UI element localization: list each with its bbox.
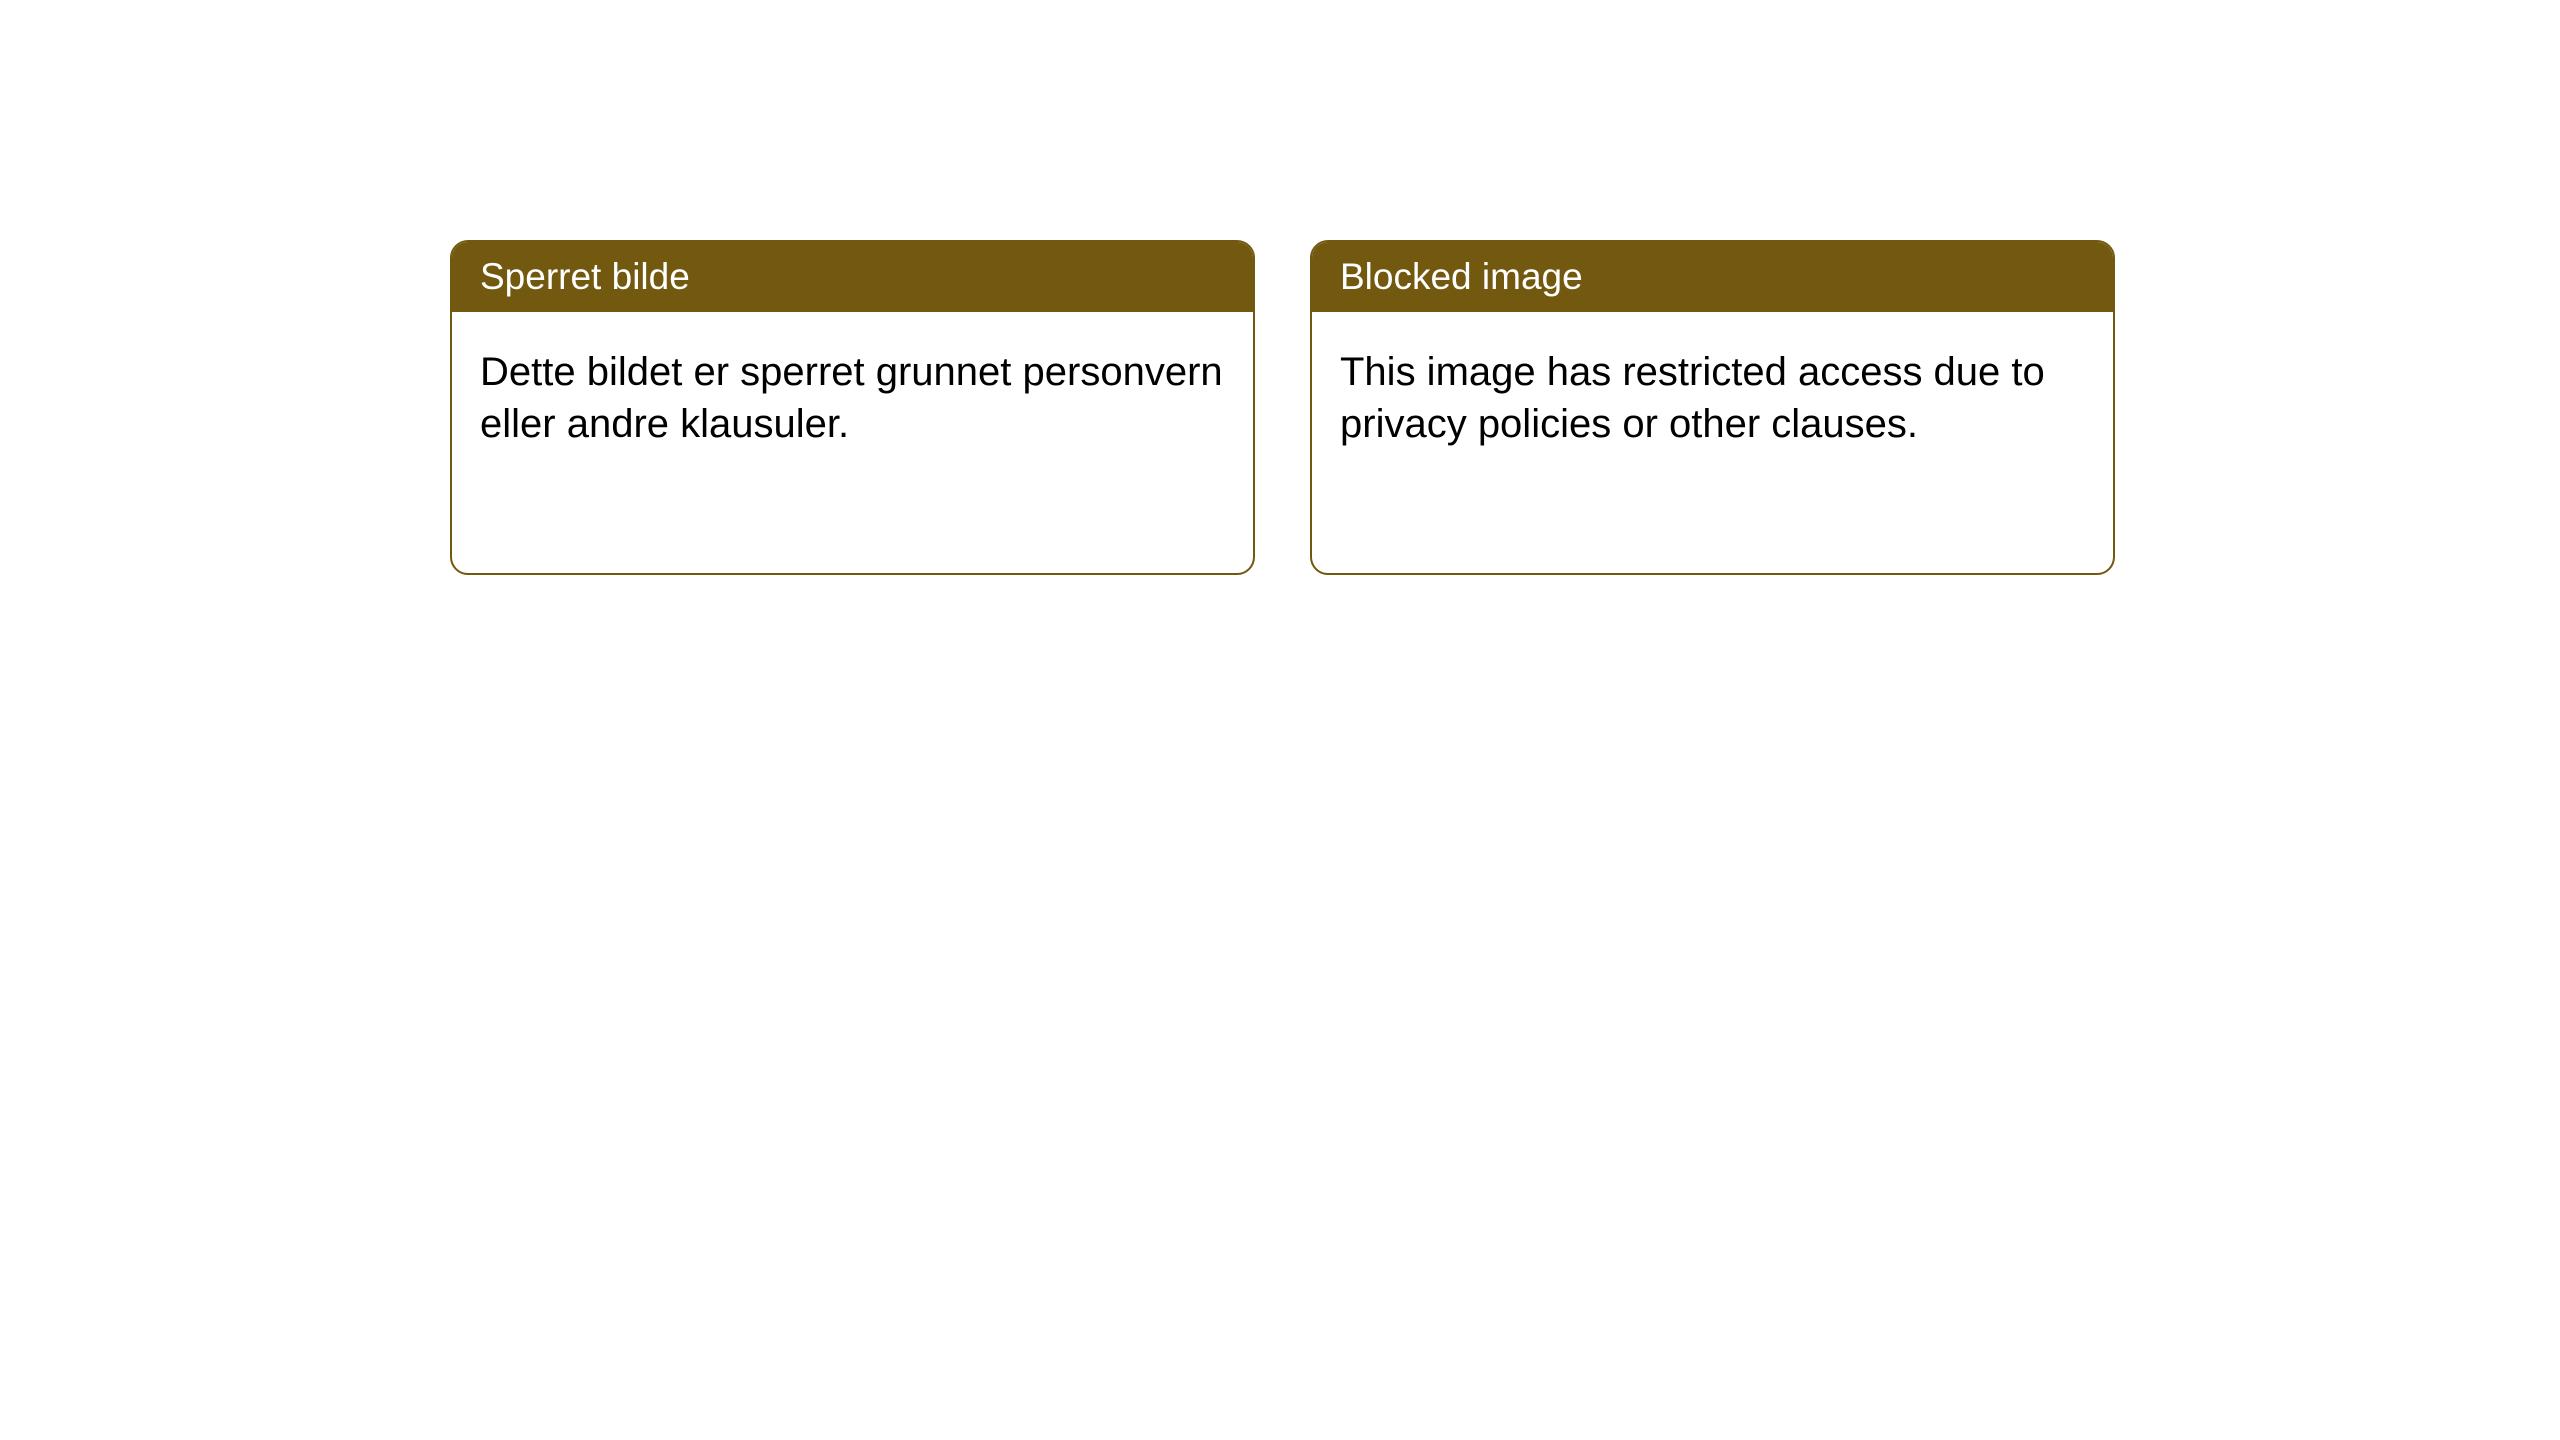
notice-header: Blocked image: [1312, 242, 2113, 312]
notice-body: This image has restricted access due to …: [1312, 312, 2113, 484]
notice-message: This image has restricted access due to …: [1340, 350, 2045, 446]
notice-message: Dette bildet er sperret grunnet personve…: [480, 350, 1223, 446]
notice-box-norwegian: Sperret bilde Dette bildet er sperret gr…: [450, 240, 1255, 575]
notice-body: Dette bildet er sperret grunnet personve…: [452, 312, 1253, 484]
notice-title: Sperret bilde: [480, 256, 690, 297]
notice-box-english: Blocked image This image has restricted …: [1310, 240, 2115, 575]
notice-header: Sperret bilde: [452, 242, 1253, 312]
notices-container: Sperret bilde Dette bildet er sperret gr…: [0, 0, 2560, 575]
notice-title: Blocked image: [1340, 256, 1583, 297]
